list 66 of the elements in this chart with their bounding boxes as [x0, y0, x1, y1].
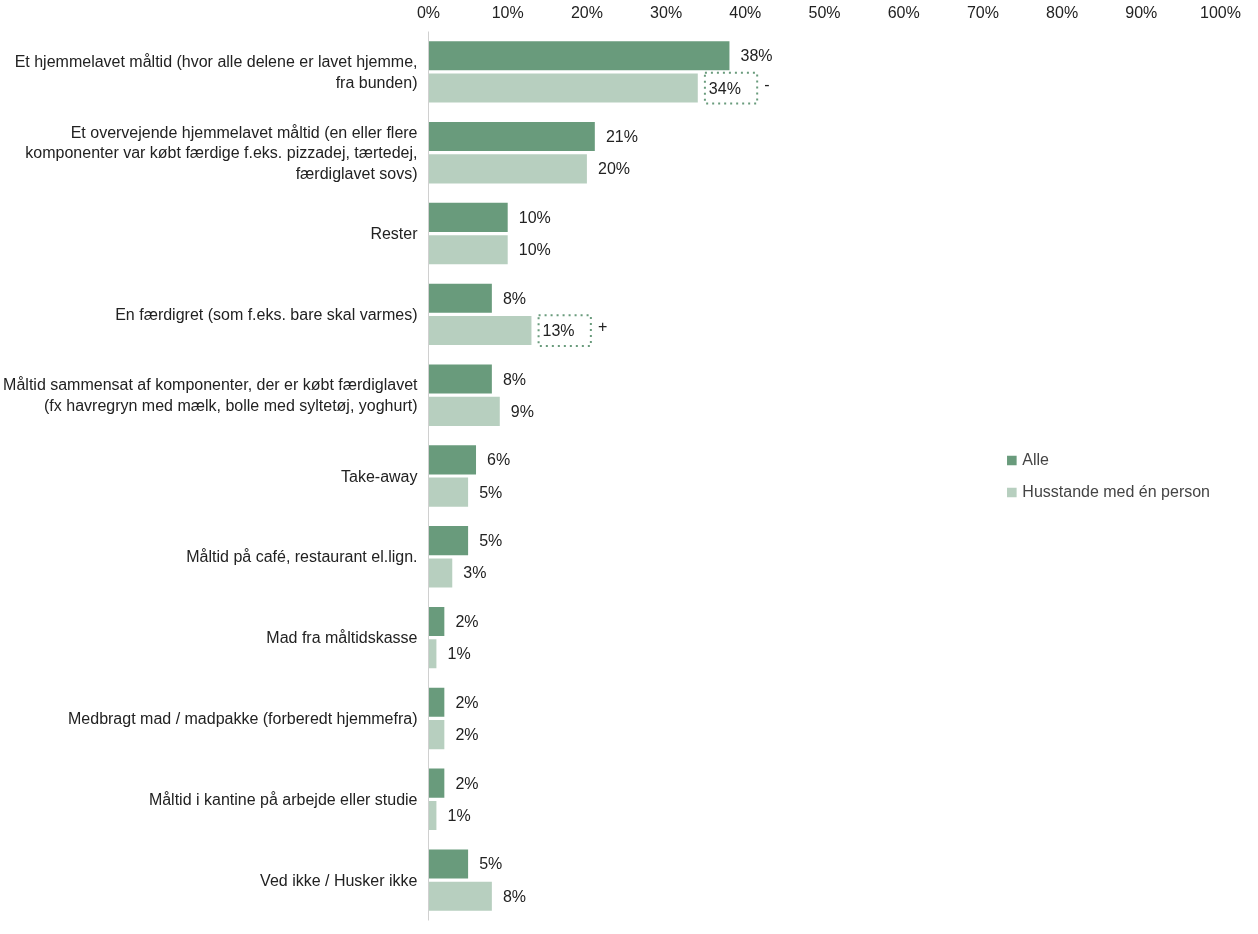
data-label: 5% [479, 855, 503, 873]
bar [428, 154, 587, 184]
legend-label: Alle [1022, 450, 1050, 469]
x-tick-label: 90% [1125, 3, 1158, 21]
y-tick-label: Et hjemmelavet måltid (hvor alle delene er lavet hjemme, fra bunden) [14, 53, 418, 91]
bar [428, 235, 508, 265]
x-tick-label: 10% [491, 3, 524, 21]
x-tick-label: 70% [966, 3, 999, 21]
y-tick-label: Ved ikke / Husker ikke [260, 871, 418, 889]
bar [428, 606, 445, 637]
bar [428, 283, 492, 313]
x-tick-label: 80% [1046, 3, 1079, 21]
bar [428, 558, 453, 588]
bar [428, 768, 445, 798]
data-label: 8% [502, 887, 527, 905]
x-tick-label: 30% [650, 3, 683, 21]
data-label: 2% [455, 726, 479, 744]
data-label: 8% [502, 289, 527, 307]
text: 13% + [542, 318, 608, 340]
data-label: 38% [740, 47, 773, 65]
x-tick-label: 60% [887, 3, 920, 21]
x-tick-label: 50% [808, 3, 841, 21]
data-label: 8% [502, 370, 527, 388]
y-tick-label: Take-away [341, 467, 418, 485]
x-tick-label: 100% [1200, 3, 1241, 21]
bar [428, 720, 445, 750]
bar [428, 202, 508, 232]
data-label: 5% [479, 532, 503, 550]
y-tick-label: Medbragt mad / madpakke (forberedt hjemmefra) [68, 709, 418, 727]
bar [428, 445, 477, 475]
bar [428, 477, 469, 507]
bar [428, 881, 492, 911]
y-tick-label: Et overvejende hjemmelavet måltid (en eller flere komponenter var købt færdige f.eks. pizzadej, tærtedej, færdiglavet sovs) [25, 123, 418, 182]
data-label: 10% [518, 241, 551, 259]
data-label: 20% [597, 160, 631, 178]
bar [428, 122, 595, 152]
y-tick-label: Måltid sammensat af komponenter, der er købt færdiglavet (fx havregryn med mælk, bolle med syltetøj, yoghurt) [3, 376, 419, 414]
bar [428, 526, 469, 556]
data-label: 6% [487, 451, 511, 469]
y-tick-label: Måltid i kantine på arbejde eller studie [148, 790, 418, 808]
bar [428, 315, 532, 346]
bar [428, 364, 492, 394]
data-label: 9% [510, 402, 534, 420]
x-tick-label: 0% [416, 3, 441, 21]
bar [428, 41, 730, 71]
x-tick-label: 40% [729, 3, 762, 21]
y-tick-label: Mad fra måltidskasse [266, 629, 418, 647]
data-label: 1% [447, 806, 471, 824]
data-label: 10% [518, 208, 551, 226]
data-label: 21% [605, 128, 638, 146]
legend-label: Husstande med én person [1022, 482, 1210, 501]
bar [428, 73, 698, 103]
x-tick-label: 20% [570, 3, 603, 21]
data-label: 2% [455, 774, 479, 792]
text: 34% - [708, 76, 770, 97]
y-tick-label: Måltid på café, restaurant el.lign. [186, 548, 418, 566]
bar [428, 396, 500, 426]
y-tick-label: En færdigret (som f.eks. bare skal varmes) [115, 305, 418, 323]
data-label: 2% [455, 612, 479, 630]
data-label: 5% [479, 483, 503, 501]
bar [428, 687, 445, 717]
data-label: 1% [447, 645, 471, 663]
bar [428, 849, 469, 879]
y-tick-label: Rester [370, 225, 419, 243]
data-label: 2% [455, 693, 479, 711]
data-label: 3% [463, 564, 487, 582]
